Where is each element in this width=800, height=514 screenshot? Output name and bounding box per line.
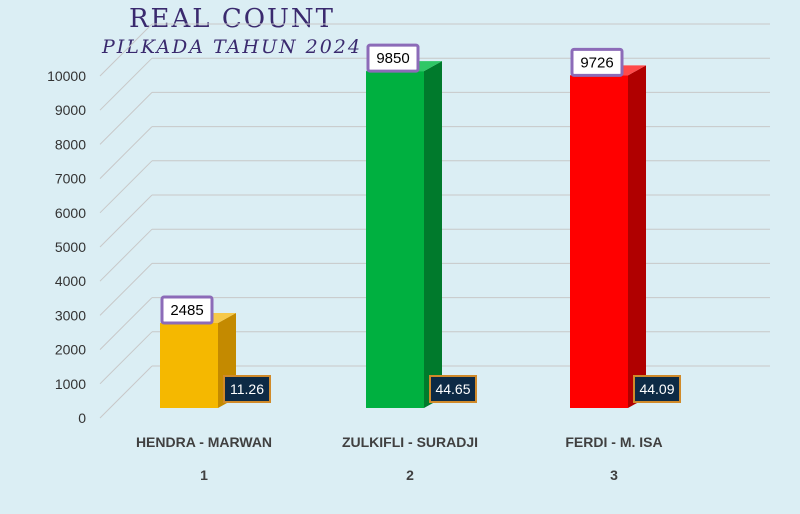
percent-label-box — [429, 375, 477, 403]
value-label: 2485 — [170, 302, 203, 319]
gridline-diagonal — [99, 57, 153, 111]
gridlines — [99, 23, 770, 419]
gridline-diagonal — [99, 297, 153, 350]
bar — [160, 323, 218, 408]
chart-subtitle: PILKADA TAHUN 2024 — [101, 36, 362, 58]
gridline-diagonal — [99, 228, 153, 282]
bar — [570, 75, 628, 409]
x-category-label: FERDI - M. ISA — [565, 434, 662, 450]
bar-group: 9726 44.09 — [570, 47, 681, 409]
y-tick-label: 2000 — [55, 342, 86, 358]
y-tick-label: 9000 — [55, 102, 86, 118]
x-axis: HENDRA - MARWAN 1 ZULKIFLI - SURADJI 2 FERDI… — [136, 434, 663, 483]
bar-side — [628, 65, 646, 409]
value-label: 9850 — [376, 50, 409, 67]
y-tick-label: 6000 — [55, 205, 86, 221]
gridline-diagonal — [99, 331, 153, 385]
value-label-box — [570, 47, 624, 77]
value-label-box — [366, 43, 420, 73]
y-tick-label: 10000 — [47, 68, 86, 84]
value-label: 9726 — [580, 54, 613, 71]
bars: 2485 11.26 9850 44.65 9726 44.09 — [160, 43, 681, 409]
y-tick-label: 7000 — [55, 171, 86, 187]
x-number-label: 1 — [200, 467, 208, 483]
y-tick-label: 4000 — [55, 273, 86, 289]
y-tick-label: 0 — [78, 410, 86, 426]
gridline-diagonal — [99, 263, 153, 316]
bar-group: 2485 11.26 — [160, 295, 271, 408]
x-number-label: 3 — [610, 467, 618, 483]
gridline-diagonal — [99, 92, 153, 145]
y-axis: 0 1000 2000 3000 4000 5000 6000 7000 8000 9000 100… — [47, 68, 86, 426]
chart-title: REAL COUNT — [129, 4, 335, 34]
x-category-label: ZULKIFLI - SURADJI — [342, 434, 478, 450]
bar-side — [424, 61, 442, 408]
percent-label-box — [633, 375, 681, 403]
gridline-diagonal — [99, 194, 153, 248]
gridline-diagonal — [99, 365, 153, 419]
gridline-diagonal — [99, 126, 153, 179]
y-tick-label: 5000 — [55, 239, 86, 255]
gridline-diagonal — [99, 23, 153, 77]
percent-label: 44.09 — [639, 381, 674, 397]
x-category-label: HENDRA - MARWAN — [136, 434, 272, 450]
x-number-label: 2 — [406, 467, 414, 483]
y-tick-label: 8000 — [55, 136, 86, 152]
y-tick-label: 1000 — [55, 376, 86, 392]
percent-label: 44.65 — [435, 381, 470, 397]
gridline-diagonal — [99, 160, 153, 214]
bar — [366, 71, 424, 408]
y-tick-label: 3000 — [55, 307, 86, 323]
value-label-box — [160, 295, 214, 325]
percent-label-box — [223, 375, 271, 403]
bar-group: 9850 44.65 — [366, 43, 477, 408]
percent-label: 11.26 — [230, 381, 264, 397]
